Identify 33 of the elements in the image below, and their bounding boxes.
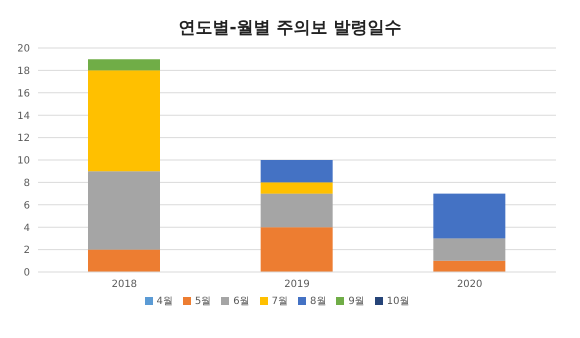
bar bbox=[433, 194, 506, 238]
bar bbox=[88, 250, 160, 272]
bar bbox=[433, 238, 506, 261]
legend-label: 5월 bbox=[194, 296, 212, 307]
y-tick-label: 14 bbox=[17, 110, 30, 122]
bar bbox=[260, 194, 333, 228]
legend-label: 6월 bbox=[233, 296, 250, 307]
bar bbox=[260, 227, 333, 272]
legend-label: 7월 bbox=[272, 296, 288, 307]
y-tick-label: 12 bbox=[17, 133, 30, 144]
y-tick-label: 10 bbox=[17, 156, 30, 167]
y-tick-label: 4 bbox=[24, 222, 30, 234]
legend-label: 8월 bbox=[310, 296, 326, 307]
legend-label: 10월 bbox=[386, 296, 410, 307]
x-tick-label: 2020 bbox=[456, 279, 482, 290]
y-tick-label: 6 bbox=[24, 200, 30, 212]
y-tick-label: 16 bbox=[17, 88, 30, 100]
bar bbox=[433, 260, 506, 272]
y-tick-label: 2 bbox=[24, 245, 30, 256]
y-tick-label: 8 bbox=[24, 178, 30, 189]
y-tick-label: 18 bbox=[17, 66, 30, 77]
chart-title: 연도별-월별 주의보 발령일수 bbox=[178, 17, 402, 40]
bar bbox=[88, 171, 160, 250]
legend-label: 9월 bbox=[348, 296, 365, 307]
x-tick-label: 2019 bbox=[284, 279, 310, 290]
bar bbox=[260, 160, 333, 182]
bar bbox=[88, 59, 160, 70]
bar bbox=[88, 70, 160, 172]
y-tick-label: 0 bbox=[24, 268, 30, 279]
bar bbox=[260, 182, 333, 194]
legend-label: 4월 bbox=[156, 296, 173, 307]
x-tick-label: 2018 bbox=[112, 279, 138, 290]
y-tick-label: 20 bbox=[17, 44, 30, 55]
